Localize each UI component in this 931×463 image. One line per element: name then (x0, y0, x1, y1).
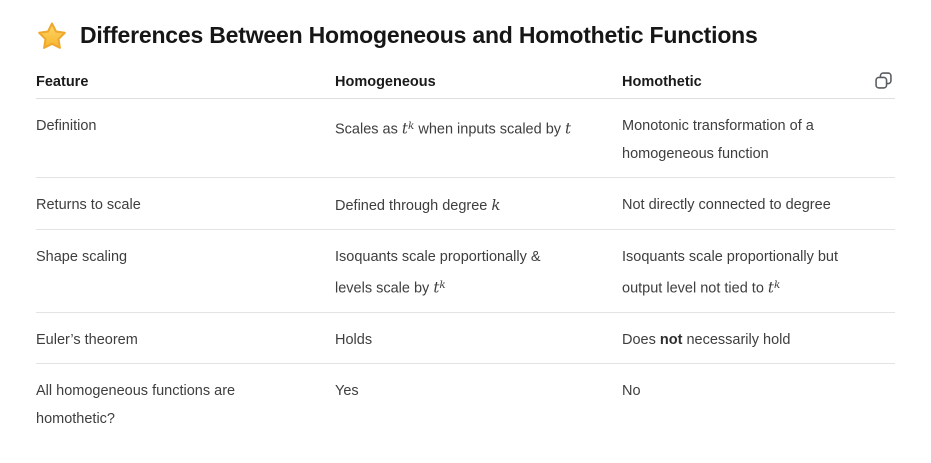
cell-homothetic: Monotonic transformation of a homogeneous… (622, 99, 895, 177)
text-segment: Definition (36, 118, 97, 134)
text-segment: All homogeneous functions are (36, 382, 236, 399)
comparison-panel: Differences Between Homogeneous and Homo… (0, 20, 931, 442)
table-body: Definition Scales as tk when inputs scale… (36, 99, 895, 442)
text-segment: homogeneous function (622, 146, 769, 162)
text-segment: homothetic? (36, 410, 115, 427)
text-segment: Monotonic transformation of a (622, 118, 814, 134)
math-symbol: t (565, 119, 572, 138)
text-segment: Not directly connected to degree (622, 197, 831, 213)
math-symbol: k (491, 196, 501, 214)
cell-homogeneous: Isoquants scale proportionally & levels s… (335, 230, 622, 312)
table-row: Euler’s theorem Holds Does not necessarily… (36, 313, 895, 364)
text-segment: Scales as (335, 121, 402, 138)
text-segment: necessarily hold (682, 331, 791, 348)
math-symbol: k (773, 279, 781, 291)
column-header-homothetic: Homothetic (622, 74, 702, 90)
table-row: Definition Scales as tk when inputs scale… (36, 99, 895, 178)
table-row: Shape scaling Isoquants scale proportiona… (36, 230, 895, 313)
cell-homothetic: Does not necessarily hold (622, 313, 895, 363)
column-header-feature: Feature (36, 74, 89, 90)
cell-feature: Euler’s theorem (36, 313, 335, 363)
math-symbol: t (767, 278, 774, 297)
comparison-table: Feature Homogeneous Homothetic Definitio… (36, 71, 895, 442)
table-row: All homogeneous functions are homothetic?… (36, 364, 895, 442)
table-row: Returns to scale Defined through degree k… (36, 178, 895, 230)
math-symbol: t (401, 119, 408, 138)
text-segment: Isoquants scale proportionally & (335, 249, 541, 265)
math-symbol: k (439, 279, 446, 291)
text-segment: levels scale by (335, 280, 434, 297)
cell-feature: Shape scaling (36, 230, 335, 312)
math-symbol: t (433, 278, 440, 297)
text-segment: Returns to scale (36, 197, 141, 213)
cell-homogeneous: Defined through degree k (335, 178, 622, 229)
text-segment: Defined through degree (335, 198, 492, 214)
cell-homothetic: Not directly connected to degree (622, 178, 895, 229)
cell-homogeneous: Scales as tk when inputs scaled by t (335, 99, 622, 177)
copy-icon (874, 71, 892, 89)
table-header-row: Feature Homogeneous Homothetic (36, 71, 895, 99)
copy-button[interactable] (871, 68, 895, 92)
text-segment: No (622, 382, 641, 399)
text-segment: output level not tied to (622, 280, 768, 297)
text-segment: not (659, 331, 683, 348)
math-symbol: k (407, 120, 415, 132)
text-segment: Does (622, 331, 660, 348)
text-segment: Euler’s theorem (36, 331, 138, 348)
text-segment: Shape scaling (36, 249, 128, 265)
cell-feature: Definition (36, 99, 335, 177)
text-segment: Holds (335, 331, 373, 348)
cell-homogeneous: Holds (335, 313, 622, 363)
title-row: Differences Between Homogeneous and Homo… (36, 20, 895, 51)
cell-feature: Returns to scale (36, 178, 335, 229)
cell-homothetic: Isoquants scale proportionally but output… (622, 230, 895, 312)
cell-homothetic: No (622, 364, 895, 442)
text-segment: Yes (335, 382, 359, 399)
text-segment: Isoquants scale proportionally but (622, 249, 839, 265)
page-title: Differences Between Homogeneous and Homo… (80, 22, 758, 48)
star-emoji-icon (36, 20, 67, 51)
cell-homogeneous: Yes (335, 364, 622, 442)
column-header-homogeneous: Homogeneous (335, 74, 436, 90)
cell-feature: All homogeneous functions are homothetic? (36, 364, 335, 442)
text-segment: when inputs scaled by (414, 121, 566, 138)
